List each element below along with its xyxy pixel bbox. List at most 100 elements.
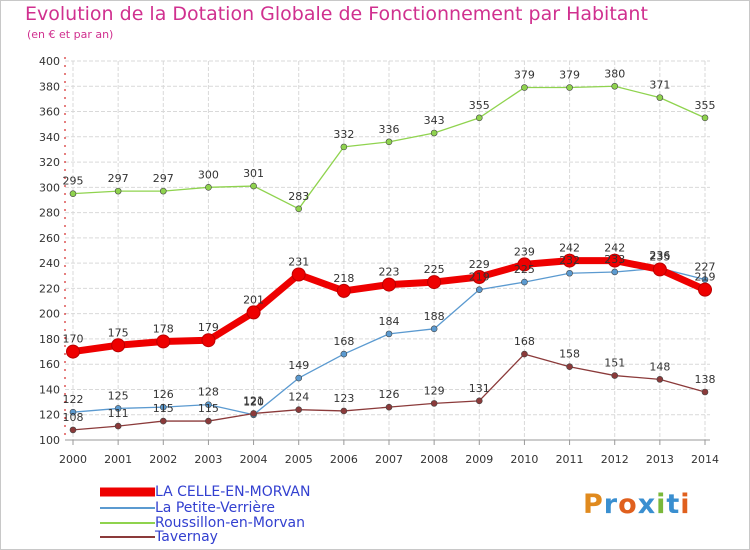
data-point	[611, 372, 619, 379]
x-tick-label: 2009	[465, 453, 493, 466]
data-point	[607, 253, 622, 268]
data-point	[430, 325, 438, 333]
data-label: 219	[695, 271, 716, 284]
data-point	[656, 376, 664, 383]
data-point	[250, 182, 257, 190]
data-point	[336, 283, 351, 298]
y-tick-label: 140	[39, 383, 60, 396]
y-tick-label: 220	[39, 282, 60, 295]
data-label: 236	[649, 249, 670, 262]
legend-swatches	[100, 487, 155, 538]
data-point	[698, 282, 712, 297]
data-point	[201, 333, 216, 348]
y-tick-label: 260	[39, 232, 60, 245]
legend-label-roussillon-en-morvan: Roussillon-en-Morvan	[155, 515, 305, 531]
data-point	[517, 257, 532, 272]
data-point	[295, 406, 303, 413]
data-label: 115	[153, 402, 174, 415]
data-label: 126	[379, 388, 400, 401]
data-label: 122	[63, 393, 84, 406]
data-label: 175	[108, 326, 129, 339]
y-tick-label: 160	[39, 358, 60, 371]
logo-letter: t	[666, 489, 681, 520]
x-tick-label: 2012	[601, 453, 629, 466]
x-tick-label: 2005	[285, 453, 313, 466]
y-tick-label: 200	[39, 308, 60, 321]
data-label: 227	[695, 261, 716, 274]
data-label: 300	[198, 168, 219, 181]
data-label: 239	[514, 245, 535, 258]
legend-label-la-petite-verriere: La Petite-Verrière	[155, 500, 276, 516]
data-point	[66, 344, 80, 359]
data-label: 128	[198, 386, 219, 399]
data-label: 235	[649, 250, 670, 263]
data-label: 232	[559, 254, 580, 267]
data-point	[385, 138, 393, 146]
data-point	[430, 129, 438, 137]
chart-subtitle: (en € et par an)	[27, 28, 114, 41]
data-point	[652, 262, 667, 277]
data-point	[475, 397, 483, 405]
data-label: 233	[604, 253, 625, 266]
data-point	[475, 114, 483, 122]
y-tick-label: 320	[39, 156, 60, 169]
data-point	[205, 401, 212, 408]
data-point	[159, 403, 167, 411]
data-label: 219	[469, 271, 490, 284]
data-point	[656, 94, 664, 101]
data-point	[159, 417, 167, 425]
data-point	[69, 426, 77, 434]
data-label: 151	[604, 357, 625, 370]
data-label: 108	[63, 411, 84, 424]
data-point	[295, 205, 303, 213]
data-point	[521, 350, 528, 358]
data-point	[295, 374, 303, 382]
data-point	[385, 330, 393, 338]
y-tick-label: 120	[39, 409, 60, 422]
data-label: 343	[424, 114, 445, 127]
data-label: 223	[379, 266, 400, 279]
data-label: 111	[108, 407, 129, 420]
x-tick-label: 2000	[59, 453, 87, 466]
data-label: 131	[469, 382, 490, 395]
data-label: 129	[424, 384, 445, 397]
legend-label-la-celle-en-morvan: LA CELLE-EN-MORVAN	[155, 484, 311, 500]
data-point	[430, 400, 438, 407]
data-label: 126	[153, 388, 174, 401]
data-point	[291, 267, 306, 282]
data-point	[246, 305, 261, 320]
logo-letter: P	[583, 489, 604, 520]
data-label: 149	[288, 359, 309, 372]
x-tick-label: 2001	[104, 453, 132, 466]
data-point	[205, 184, 212, 191]
data-point	[382, 277, 396, 292]
data-label: 168	[333, 335, 354, 348]
data-point	[611, 268, 619, 276]
data-point	[701, 276, 709, 283]
data-label: 371	[649, 79, 670, 92]
logo-letter: r	[603, 489, 619, 520]
x-tick-label: 2010	[510, 453, 538, 466]
data-label: 178	[153, 322, 174, 335]
x-tick-label: 2007	[375, 453, 403, 466]
data-point	[159, 187, 167, 195]
data-label: 170	[63, 333, 84, 346]
data-point	[566, 363, 573, 371]
y-tick-label: 360	[39, 106, 60, 119]
data-point	[114, 187, 122, 195]
data-label: 336	[379, 123, 400, 136]
proxiti-logo: Proxiti	[583, 489, 691, 520]
x-tick-label: 2006	[330, 453, 358, 466]
y-tick-label: 380	[39, 80, 60, 93]
data-point	[472, 270, 487, 285]
data-label: 355	[695, 99, 716, 112]
data-label: 301	[243, 167, 264, 180]
logo-letter: i	[680, 489, 691, 520]
data-label: 332	[333, 128, 354, 141]
data-label: 297	[153, 172, 174, 185]
data-point	[427, 275, 442, 290]
data-label: 218	[333, 272, 354, 285]
data-label: 355	[469, 99, 490, 112]
chart-title: Evolution de la Dotation Globale de Fonc…	[25, 3, 648, 25]
